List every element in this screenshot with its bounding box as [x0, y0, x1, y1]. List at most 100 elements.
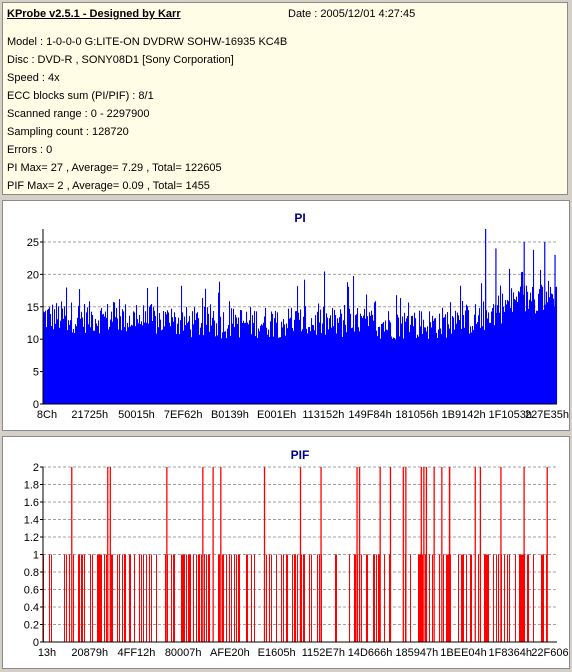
pi-bar [368, 326, 370, 404]
pi-bar [284, 324, 286, 404]
pi-bar [390, 322, 392, 404]
pi-bar [214, 320, 216, 404]
pi-bar [460, 285, 462, 404]
info-sampling-count: Sampling count : 128720 [7, 126, 129, 138]
pi-bar [488, 312, 490, 404]
pi-bar [84, 304, 86, 404]
pi-bar [180, 320, 182, 404]
pi-bar [64, 306, 66, 404]
pi-bar [186, 306, 188, 404]
pi-bar [484, 329, 486, 404]
pi-bar [358, 327, 360, 404]
pi-bar [400, 297, 402, 404]
pi-bar [226, 338, 228, 404]
pi-bar [542, 286, 544, 404]
pi-bar [290, 317, 292, 404]
pi-bar [282, 327, 284, 404]
pi-bar [80, 318, 82, 404]
pif-chart: PIF 0 0.2 0.4 0.6 0.8 1 1.2 1.4 1.6 1.8 2 13h 20879h 4… [24, 448, 569, 659]
pi-bar [288, 308, 290, 404]
pi-bar [354, 331, 356, 404]
pi-bar [170, 326, 172, 404]
pi-bar [461, 328, 463, 404]
pi-peak-bar [554, 254, 556, 404]
pi-bar [202, 297, 204, 404]
pi-bar [448, 324, 450, 404]
pi-bar [247, 322, 249, 404]
pi-bar [535, 313, 537, 404]
pi-bar [508, 301, 510, 404]
pi-bar [151, 303, 153, 404]
pi-x-tick-label: 21725h [71, 409, 108, 421]
pi-bar [73, 328, 75, 404]
pi-bar [437, 338, 439, 404]
pi-bar [391, 336, 393, 404]
pi-bar [108, 329, 110, 404]
pi-bar [477, 322, 479, 404]
pi-bar [167, 310, 169, 404]
pi-bar [501, 323, 503, 404]
pi-bar [136, 305, 138, 404]
pi-bar [93, 330, 95, 404]
pi-bar [349, 308, 351, 404]
pi-bar [49, 307, 51, 404]
pi-bar [228, 324, 230, 404]
pi-x-tick-label: 8Ch [37, 409, 57, 421]
pi-bar [393, 337, 395, 404]
pi-bar [371, 310, 373, 404]
pi-bar [318, 303, 320, 404]
pi-bar [56, 303, 58, 404]
pi-bar [297, 286, 299, 404]
pi-bar [205, 288, 207, 404]
pi-bar [328, 329, 330, 404]
pi-bar [336, 333, 338, 404]
pi-bar [163, 310, 165, 404]
pi-bar [245, 322, 247, 404]
pi-bar [405, 321, 407, 404]
pi-bar [322, 323, 324, 404]
pi-bar [116, 308, 118, 404]
pif-y-tick-label: 2 [33, 462, 39, 474]
pi-bar [229, 301, 231, 404]
pi-bar [132, 325, 134, 404]
pi-bar [298, 312, 300, 404]
pi-bar [356, 314, 358, 404]
pi-bar [511, 288, 513, 404]
pi-bar [184, 316, 186, 404]
pi-bar [161, 330, 163, 404]
pi-bar [536, 310, 538, 404]
pi-bar [353, 276, 355, 404]
pi-bar [268, 329, 270, 404]
pif-x-tick-label: 1F8364h [489, 647, 532, 659]
pi-bar [122, 309, 124, 404]
pi-bar [230, 335, 232, 404]
pi-bar [271, 311, 273, 404]
pi-bar [364, 308, 366, 404]
pi-bar [355, 315, 357, 404]
pi-bar [446, 337, 448, 404]
pi-bar [300, 309, 302, 404]
pi-bar [277, 312, 279, 404]
pi-bar [459, 320, 461, 404]
pi-bar [178, 317, 180, 404]
pi-bar [281, 321, 283, 404]
pi-bar [381, 324, 383, 404]
pi-bar [269, 336, 271, 404]
pi-bar [436, 332, 438, 404]
pi-bar [217, 335, 219, 404]
pi-bar [50, 314, 52, 404]
pi-bar [382, 323, 384, 404]
pi-bar [97, 326, 99, 404]
pi-bar [505, 300, 507, 404]
pi-bar [323, 306, 325, 404]
pif-y-tick-label: 0.8 [24, 567, 39, 579]
pi-bar [149, 306, 151, 404]
pi-bar [92, 314, 94, 404]
pi-bar [119, 299, 121, 404]
pi-bar [107, 304, 109, 404]
pi-bar [280, 337, 282, 404]
pi-bar [299, 319, 301, 404]
pi-bar [227, 328, 229, 404]
pi-bar [374, 302, 376, 404]
pi-bar [492, 308, 494, 404]
